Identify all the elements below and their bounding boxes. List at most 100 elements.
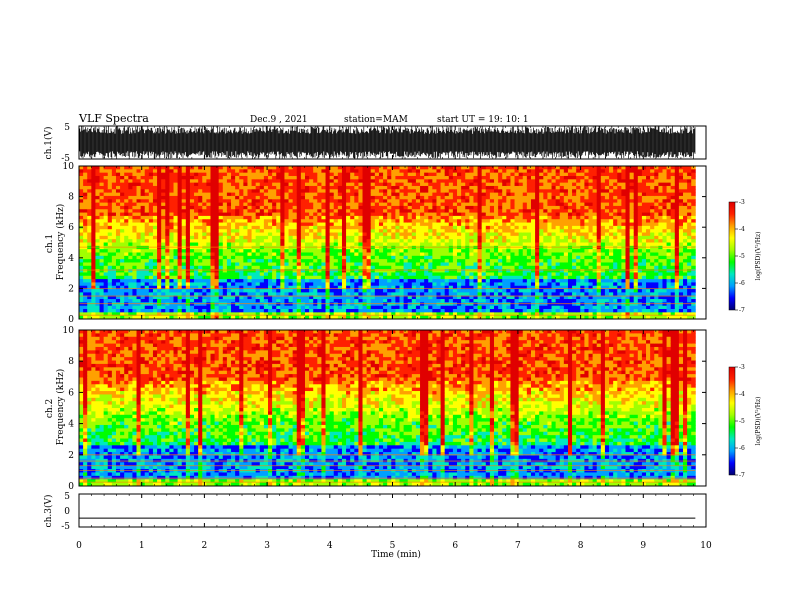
spectrogram-cell (374, 215, 380, 220)
spectrogram-cell (148, 185, 154, 190)
spectrogram-cell (152, 275, 158, 280)
spectrogram-cell (420, 166, 425, 170)
spectrogram-cell (465, 239, 470, 243)
spectrogram-cell (362, 292, 368, 297)
spectrogram-cell (231, 265, 236, 270)
spectrogram-cell (140, 189, 146, 194)
spectrogram-cell (235, 255, 240, 260)
spectrogram-cell (83, 255, 88, 260)
spectrogram-cell (370, 172, 376, 177)
spectrogram-cell (181, 279, 187, 283)
spectrogram-cell (198, 285, 203, 290)
spectrogram-cell (510, 295, 515, 300)
spectrogram-cell (95, 265, 100, 270)
spectrogram-cell (370, 175, 376, 180)
spectrogram-cell (177, 265, 183, 270)
spectrogram-cell (198, 305, 203, 310)
spectrogram-cell (95, 229, 100, 233)
spectrogram-cell (251, 239, 257, 243)
spectrogram-cell (477, 222, 483, 227)
spectrogram-cell (477, 279, 483, 283)
spectrogram-cell (337, 166, 343, 170)
spectrogram-cell (424, 285, 429, 290)
spectrogram-cell (115, 249, 121, 253)
spectrogram-cell (181, 199, 187, 203)
spectrogram-cell (152, 279, 158, 283)
spectrogram-cell (276, 202, 281, 207)
spectrogram-cell (165, 269, 170, 273)
spectrogram-cell (140, 249, 146, 253)
spectrogram-cell (370, 245, 376, 250)
spectrogram-cell (95, 272, 100, 277)
spectrogram-cell (440, 205, 446, 210)
spectrogram-cell (358, 166, 363, 170)
spectrogram-cell (522, 219, 528, 223)
spectrogram-cell (321, 249, 326, 253)
spectrogram-cell (440, 195, 446, 200)
spectrogram-cell (300, 272, 306, 277)
spectrogram-cell (136, 189, 142, 194)
spectrogram-cell (321, 245, 326, 250)
spectrogram-cell (354, 195, 359, 200)
spectrogram-cell (251, 245, 257, 250)
spectrogram-cell (99, 305, 105, 310)
spectrogram-cell (255, 285, 261, 290)
spectrogram-cell (498, 285, 503, 290)
spectrogram-cell (198, 252, 203, 257)
spectrogram-cell (148, 239, 154, 243)
spectrogram-cell (247, 192, 252, 197)
spectrogram-cell (218, 262, 224, 267)
spectrogram-cell (124, 269, 129, 273)
spectrogram-cell (181, 259, 187, 263)
spectrogram-cell (366, 189, 372, 194)
spectrogram-cell (124, 229, 129, 233)
spectrogram-cell (263, 252, 269, 257)
spectrogram-cell (276, 315, 281, 320)
spectrogram-cell (407, 215, 413, 220)
spectrogram-cell (284, 262, 289, 267)
spectrogram-cell (79, 172, 84, 177)
spectrogram-cell (194, 292, 199, 297)
spectrogram-cell (87, 315, 92, 320)
spectrogram-cell (420, 172, 425, 177)
spectrogram-cell (210, 275, 215, 280)
spectrogram-cell (489, 252, 495, 257)
spectrogram-cell (288, 222, 294, 227)
spectrogram-cell (194, 262, 199, 267)
spectrogram-cell (317, 275, 322, 280)
spectrogram-cell (95, 279, 100, 283)
spectrogram-cell (169, 166, 174, 170)
spectrogram-cell (350, 239, 355, 243)
spectrogram-cell (231, 199, 236, 203)
spectrogram-cell (407, 292, 413, 297)
spectrogram-cell (251, 275, 257, 280)
spectrogram-cell (440, 249, 446, 253)
spectrogram-cell (300, 262, 306, 267)
spectrogram-cell (189, 219, 195, 223)
spectrogram-cell (420, 212, 425, 217)
spectrogram-cell (210, 302, 215, 307)
spectrogram-cell (251, 185, 257, 190)
spectrogram-cell (247, 209, 252, 213)
spectrogram-cell (502, 245, 507, 250)
spectrogram-cell (325, 185, 331, 190)
spectrogram-cell (304, 239, 310, 243)
spectrogram-cell (194, 285, 199, 290)
spectrogram-cell (309, 222, 314, 227)
spectrogram-cell (226, 215, 232, 220)
spectrogram-cell (506, 205, 511, 210)
spectrogram-cell (457, 229, 462, 233)
spectrogram-cell (440, 245, 446, 250)
spectrogram-cell (87, 209, 92, 213)
spectrogram-cell (378, 202, 384, 207)
spectrogram-cell (296, 225, 302, 230)
spectrogram-cell (485, 166, 491, 170)
spectrogram-cell (350, 192, 355, 197)
spectrogram-cell (522, 166, 528, 170)
spectrogram-cell (251, 285, 257, 290)
spectrogram-cell (251, 312, 257, 317)
spectrogram-cell (432, 249, 437, 253)
spectrogram-cell (185, 182, 191, 187)
spectrogram-cell (177, 292, 183, 297)
spectrogram-cell (235, 292, 240, 297)
